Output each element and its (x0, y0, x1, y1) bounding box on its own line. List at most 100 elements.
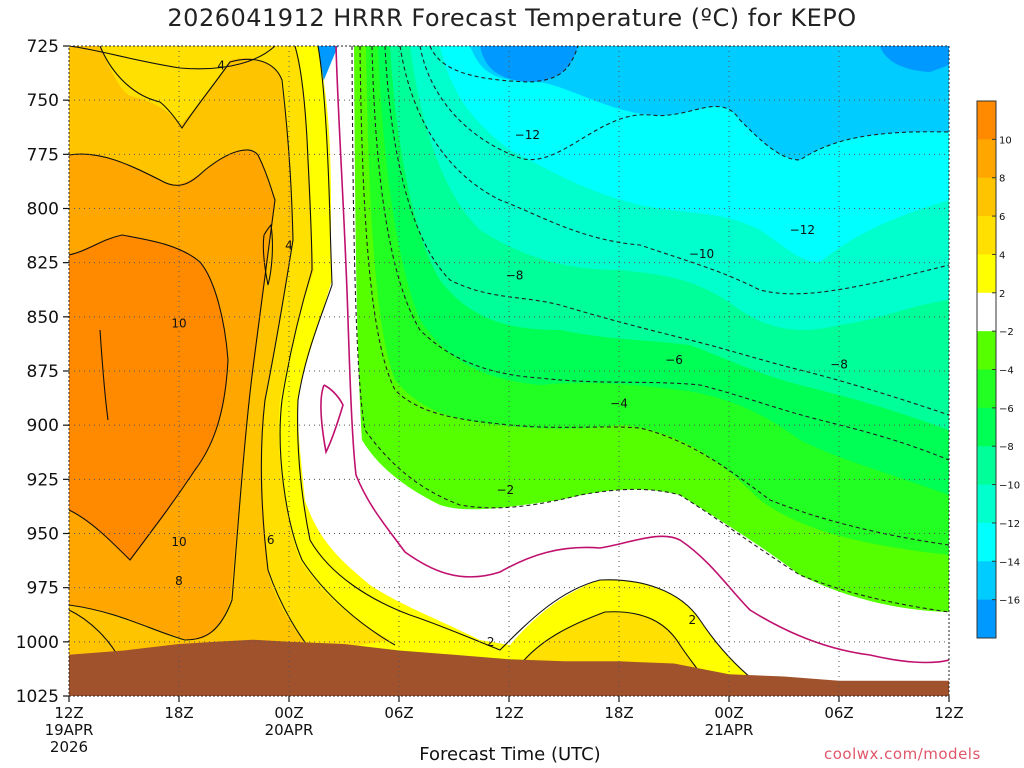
contour-label: 4 (285, 238, 293, 252)
grid-lines (69, 46, 949, 696)
colorbar-bin (977, 254, 996, 294)
isotherm-plus2 (297, 46, 761, 686)
contour-label: −4 (610, 397, 628, 411)
x-tick-label: 12Z (934, 704, 963, 722)
isotherm-minus6 (371, 46, 949, 461)
contour-label: 8 (175, 574, 183, 588)
chart-title: 2026041912 HRRR Forecast Temperature (ºC… (167, 4, 857, 32)
zero-line-loop (320, 384, 344, 455)
colorbar-bin (977, 484, 996, 524)
colorbar-bin (977, 446, 996, 486)
contour-label: 2 (689, 613, 697, 627)
colorbar-label: −6 (999, 404, 1014, 415)
y-tick-label: 875 (27, 362, 59, 382)
contour-label: 2 (487, 635, 495, 649)
x-tick-label: 18Z (164, 704, 193, 722)
isotherm-minus10 (399, 46, 949, 295)
y-tick-label: 750 (27, 91, 59, 111)
contour-label: −8 (830, 358, 848, 372)
colorbar-bin (977, 177, 996, 217)
colorbar-bin (977, 522, 996, 562)
x-tick-date: 20APR (265, 721, 314, 739)
x-tick-year: 2026 (50, 738, 88, 756)
y-tick-label: 1025 (16, 687, 59, 707)
isotherm-minus4 (359, 46, 949, 546)
colorbar-bin (977, 561, 996, 601)
x-tick-label: 00Z (714, 704, 743, 722)
cold-isotherms (351, 46, 949, 613)
colorbar-label: −8 (999, 442, 1014, 453)
warm-isotherms (69, 46, 761, 686)
y-axis: 725 750 775 800 825 850 875 900 925 950 975 1000 102… (16, 37, 69, 707)
y-tick-label: 950 (27, 525, 59, 545)
contour-label: 4 (217, 59, 225, 73)
colorbar-label: −4 (999, 366, 1014, 377)
contour-label: −10 (689, 247, 714, 261)
zero-line-main (335, 46, 949, 664)
colorbar-label: 6 (999, 212, 1005, 223)
colorbar-label: −10 (999, 481, 1020, 492)
isotherm-plus4-island (519, 611, 706, 681)
colorbar-label: −16 (999, 596, 1020, 607)
contour-labels: 4 4 10 10 8 6 −12 −12 −10 −8 −6 −8 −4 −2 2 2 (171, 59, 847, 649)
colorbar-bin (977, 101, 996, 140)
y-tick-label: 725 (27, 37, 59, 57)
isotherm-minus12 (419, 46, 949, 161)
isotherm-plus8 (69, 149, 276, 641)
colorbar-label: 2 (999, 289, 1005, 300)
contour-label: −12 (790, 223, 815, 237)
isotherm-plus10 (69, 234, 229, 561)
x-tick-label: 06Z (384, 704, 413, 722)
isotherm-plus10-inner (99, 329, 109, 421)
isotherm-plus4-small (262, 223, 273, 286)
y-tick-label: 1000 (16, 633, 59, 653)
colorbar: 10 8 6 4 2 −2 −4 −6 −8 −10 −12 −14 −16 (976, 100, 1020, 639)
isotherm-minus2 (351, 46, 949, 613)
contour-label: 6 (267, 533, 275, 547)
colorbar-bin (977, 599, 996, 639)
colorbar-bin (977, 331, 996, 370)
y-tick-label: 775 (27, 145, 59, 165)
isotherm-minus14 (429, 46, 579, 83)
colorbar-label: 8 (999, 174, 1005, 185)
colorbar-label: −2 (999, 327, 1014, 338)
contour-label: 10 (171, 316, 186, 330)
contour-label: −2 (496, 483, 514, 497)
x-tick-label: 18Z (604, 704, 633, 722)
x-axis-title: Forecast Time (UTC) (419, 744, 601, 765)
y-tick-label: 850 (27, 308, 59, 328)
contour-label: −12 (515, 128, 540, 142)
y-tick-label: 975 (27, 579, 59, 599)
zero-isotherm (320, 46, 949, 664)
x-tick-label: 12Z (54, 704, 83, 722)
y-tick-label: 800 (27, 200, 59, 220)
isotherm-plus4-top (69, 46, 276, 70)
x-tick-label: 06Z (824, 704, 853, 722)
y-tick-label: 900 (27, 416, 59, 436)
colorbar-label: −12 (999, 519, 1020, 530)
colorbar-label: 4 (999, 250, 1005, 261)
band-plus10 (69, 235, 228, 560)
contour-label: 10 (171, 535, 186, 549)
colorbar-bin (977, 407, 996, 447)
colorbar-bin (977, 216, 996, 255)
x-tick-date: 21APR (705, 721, 754, 739)
isotherm-plus4-main (279, 46, 396, 646)
x-tick-label: 12Z (494, 704, 523, 722)
x-tick-label: 00Z (274, 704, 303, 722)
contour-label: −8 (506, 269, 524, 283)
contour-label: −6 (665, 353, 683, 367)
colorbar-bin (977, 139, 996, 179)
y-tick-label: 825 (27, 254, 59, 274)
colorbar-bin (977, 292, 996, 332)
source-credit: coolwx.com/models (824, 745, 981, 763)
x-tick-date: 19APR (45, 721, 94, 739)
colorbar-bin (977, 369, 996, 409)
isotherm-minus8 (384, 46, 949, 416)
isotherm-plus6 (99, 46, 321, 661)
colorbar-label: 10 (999, 135, 1012, 146)
y-tick-label: 925 (27, 470, 59, 490)
colorbar-label: −14 (999, 557, 1020, 568)
